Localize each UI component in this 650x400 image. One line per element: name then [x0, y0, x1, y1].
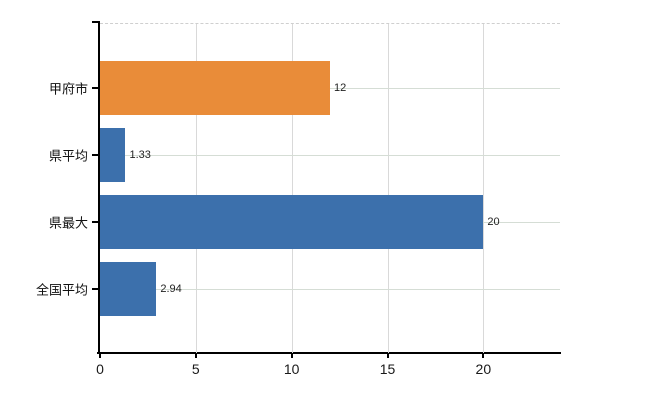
y-axis-tick	[92, 221, 99, 223]
x-axis-tick-label: 10	[283, 361, 300, 377]
x-axis-tick-label: 20	[475, 361, 492, 377]
y-axis-tick	[92, 87, 99, 89]
y-axis-tick	[92, 288, 99, 290]
y-axis-line	[98, 21, 100, 353]
bar	[100, 128, 126, 182]
x-axis-tick	[482, 354, 485, 358]
gridline-horizontal	[100, 88, 560, 89]
gridline-vertical	[387, 23, 389, 353]
bar-value-label: 1.33	[129, 149, 151, 161]
gridline-vertical	[483, 23, 485, 353]
category-label: 県最大	[48, 215, 88, 231]
bar	[100, 195, 484, 249]
bar	[100, 61, 330, 115]
y-axis-tick	[92, 21, 99, 23]
gridline-horizontal	[100, 289, 560, 290]
x-axis-tick-label: 5	[191, 361, 200, 377]
category-label: 全国平均	[35, 282, 88, 298]
bar	[100, 262, 157, 316]
category-label: 甲府市	[48, 81, 88, 97]
x-axis-tick-label: 0	[96, 361, 104, 377]
x-axis-tick-label: 15	[379, 361, 396, 377]
x-axis-tick	[194, 354, 197, 358]
gridline-horizontal	[100, 155, 560, 156]
x-axis-tick	[99, 354, 101, 358]
x-axis-tick	[386, 354, 389, 358]
gridline-vertical	[195, 23, 197, 353]
gridline-vertical	[291, 23, 293, 353]
plot-top-border	[100, 23, 560, 24]
bar-value-label: 20	[487, 216, 500, 228]
x-axis-tick	[290, 354, 293, 358]
bar-value-label: 2.94	[160, 283, 182, 295]
category-label: 県平均	[48, 148, 88, 164]
x-axis-line	[97, 352, 561, 354]
bar-value-label: 12	[334, 82, 347, 94]
y-axis-tick	[92, 154, 99, 156]
